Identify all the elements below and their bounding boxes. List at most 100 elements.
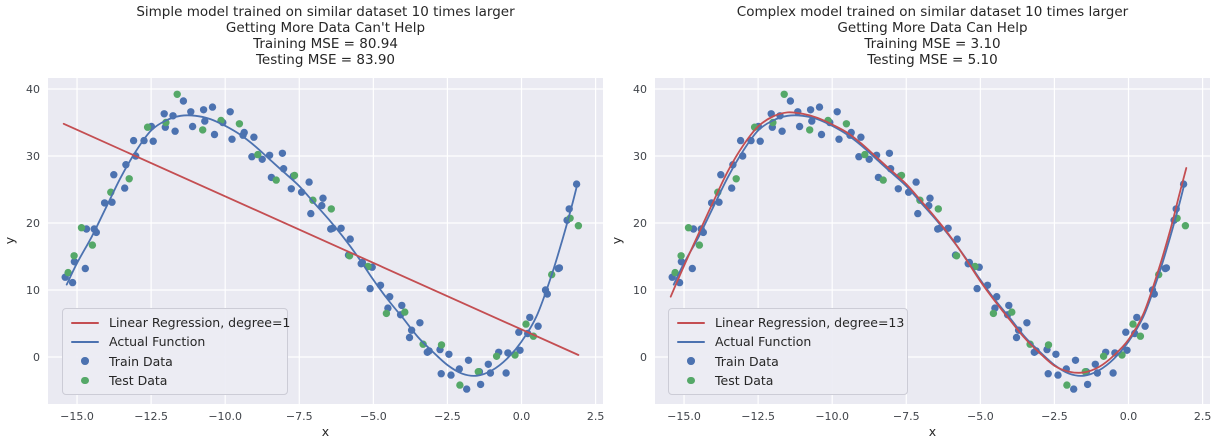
legend-swatch [676,376,706,385]
train-data-point [160,110,168,118]
train-data-point [572,180,581,188]
legend-swatch [70,340,100,343]
legend-item: Train Data [63,352,287,371]
train-data-point [81,264,90,273]
blue-line-icon [71,340,99,343]
green-dot-icon [81,376,89,385]
train-data-point [416,319,424,327]
x-tick-label: 2.5 [1194,410,1212,423]
x-tick-label: −7.5 [893,410,920,423]
test-data-point [492,352,501,360]
legend-label: Linear Regression, degree=1 [109,315,291,331]
test-data-point [732,175,740,183]
train-data-point [187,108,195,116]
train-data-point [857,133,865,141]
legend-swatch [676,321,706,324]
test-data-point [677,252,685,260]
train-data-point [728,184,736,192]
train-data-point [250,133,258,141]
train-data-point [110,171,118,179]
legend-swatch [676,357,706,365]
train-data-point [463,385,471,393]
train-data-point [484,360,492,368]
train-data-point [476,380,485,389]
train-data-point [855,153,863,161]
test-data-point [64,268,72,277]
linear-regression-line [62,122,580,356]
test-data-point [1136,332,1145,340]
train-data-point [278,149,287,157]
blue-line-icon [677,340,705,343]
train-data-point [817,130,826,139]
test-data-point [1099,352,1108,360]
train-data-point [318,201,326,210]
test-data-point [401,308,409,316]
test-data-point [382,309,391,318]
y-tick-label: 0 [33,351,40,364]
legend-label: Linear Regression, degree=13 [715,315,905,331]
train-data-point [865,155,873,163]
test-data-point [671,268,679,277]
train-data-point [210,130,219,139]
legend-label: Train Data [109,353,173,369]
linear-regression-line [669,111,1188,374]
legend-swatch [676,340,706,343]
train-data-point [1070,385,1078,393]
x-tick-label: −15.0 [60,410,94,423]
train-data-point [199,106,208,114]
test-data-point [235,120,244,128]
blue-dot-icon [81,357,89,365]
test-data-point [934,205,942,213]
legend-item: Train Data [669,352,907,371]
left-yaxis-label: y [2,236,18,245]
x-tick-label: −12.5 [741,410,775,423]
test-data-point [842,120,851,128]
legend-swatch [70,321,100,324]
test-data-point [456,381,464,389]
train-data-point [833,108,841,116]
train-data-point [808,117,816,125]
train-data-point [914,209,922,218]
train-data-point [973,284,981,293]
test-data-point [290,171,299,180]
train-data-point [736,136,745,145]
train-data-point [129,136,138,145]
train-data-point [1133,313,1141,322]
test-data-point [952,252,961,260]
train-data-point [447,371,455,379]
train-data-point [122,161,130,169]
legend-item: Actual Function [63,332,287,351]
actual-function-line [65,114,579,377]
test-data-point [806,126,814,134]
x-tick-label: 0.0 [513,410,531,423]
legend-label: Train Data [715,353,779,369]
train-data-point [201,117,209,125]
legend-swatch [70,357,100,365]
train-data-point [228,135,236,143]
train-data-point [1141,322,1149,330]
train-data-point [786,97,795,105]
train-data-point [717,171,725,179]
train-data-point [515,328,523,336]
train-data-point [319,194,327,202]
train-data-point [405,333,414,342]
y-tick-label: 20 [26,217,40,230]
train-data-point [926,194,934,202]
train-data-point [502,369,510,377]
train-data-point [894,185,902,193]
legend-item: Actual Function [669,332,907,351]
legend-item: Test Data [669,371,907,390]
train-data-point [248,153,256,161]
x-tick-label: −2.5 [1041,410,1068,423]
test-data-point [419,340,427,348]
train-data-point [149,137,157,145]
blue-dot-icon [687,357,695,365]
x-tick-label: −5.0 [967,410,994,423]
x-tick-label: −7.5 [286,410,313,423]
y-tick-label: 40 [633,83,647,96]
train-data-point [464,356,473,364]
legend-swatch [70,376,100,385]
train-data-point [68,278,77,287]
train-data-point [1023,319,1031,327]
